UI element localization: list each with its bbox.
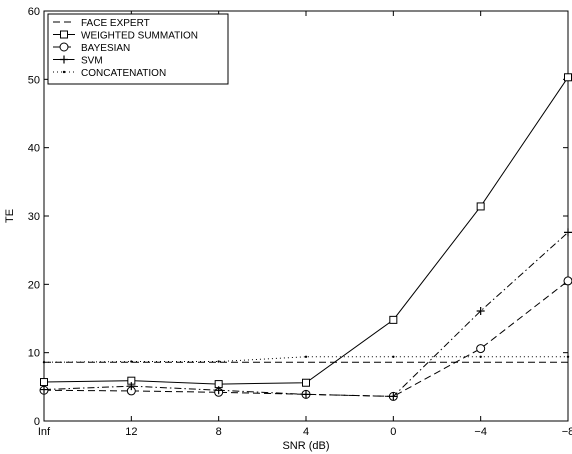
series-layer <box>39 73 572 401</box>
legend-label: FACE EXPERT <box>81 18 150 29</box>
x-tick-label: −8 <box>562 426 572 438</box>
y-tick-label: 60 <box>28 6 40 18</box>
data-point <box>389 315 398 324</box>
y-axis-label: TE <box>4 209 16 223</box>
legend-item-face-expert: FACE EXPERT <box>53 18 150 29</box>
data-point <box>302 390 310 399</box>
data-point <box>127 382 136 391</box>
data-point <box>60 30 68 39</box>
data-point <box>563 276 572 286</box>
data-point <box>479 355 482 358</box>
legend-label: SVM <box>81 56 103 67</box>
legend-item-svm: SVM <box>53 55 103 67</box>
data-point <box>59 42 69 52</box>
data-point <box>130 360 133 363</box>
data-point <box>62 70 66 74</box>
data-point <box>392 355 395 358</box>
data-point <box>214 386 223 395</box>
legend-item-bayesian: BAYESIAN <box>53 42 130 54</box>
data-point <box>389 392 398 401</box>
y-tick-label: 40 <box>28 143 40 155</box>
x-axis-label: SNR (dB) <box>282 440 329 452</box>
legend-label: BAYESIAN <box>81 43 130 54</box>
x-tick-label: Inf <box>38 426 51 438</box>
x-tick-label: 8 <box>216 426 222 438</box>
x-tick-label: 0 <box>390 426 396 438</box>
series-weighted-summation <box>40 73 572 389</box>
legend-item-concatenation: CONCATENATION <box>53 68 166 79</box>
x-tick-label: −4 <box>474 426 487 438</box>
y-tick-label: 30 <box>28 211 40 223</box>
legend-box <box>47 13 229 85</box>
data-point <box>476 306 485 315</box>
data-point <box>564 228 572 237</box>
y-tick-label: 10 <box>28 348 40 360</box>
data-point <box>217 360 220 363</box>
data-point <box>476 344 486 354</box>
data-point <box>40 378 48 387</box>
legend-label: CONCATENATION <box>81 68 166 79</box>
series-svm <box>40 228 572 401</box>
data-point <box>566 355 570 358</box>
y-tick-label: 20 <box>28 279 40 291</box>
data-point <box>40 385 48 394</box>
x-tick-label: 12 <box>125 426 137 438</box>
series-concatenation <box>42 355 570 364</box>
data-point <box>302 378 310 387</box>
data-point <box>304 355 308 358</box>
y-tick-label: 50 <box>28 74 40 86</box>
data-point <box>564 73 572 82</box>
y-tick-label: 0 <box>34 416 40 428</box>
data-point <box>476 202 485 211</box>
legend-item-weighted-summation: WEIGHTED SUMMATION <box>53 30 198 42</box>
data-point <box>42 361 46 364</box>
data-point <box>60 55 68 64</box>
legend-label: WEIGHTED SUMMATION <box>81 31 198 42</box>
x-tick-label: 4 <box>303 426 309 438</box>
